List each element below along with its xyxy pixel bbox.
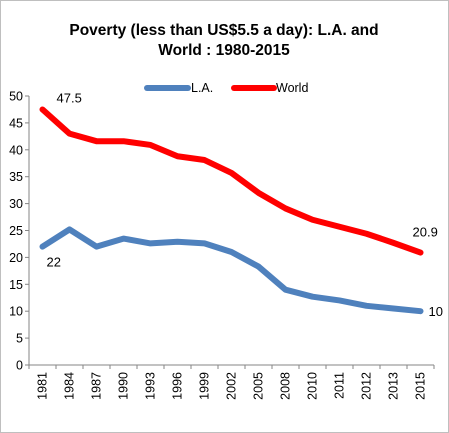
- y-tick-label: 5: [16, 332, 23, 346]
- x-tick-label: 1996: [171, 372, 185, 400]
- data-labels: 47.5 22 20.9 10: [47, 90, 443, 319]
- x-tick-label: 2015: [414, 372, 428, 400]
- legend-label-world: World: [276, 81, 308, 95]
- x-tick-label: 2005: [252, 372, 266, 400]
- data-label: 22: [47, 255, 61, 270]
- y-tick-label: 35: [9, 170, 23, 184]
- y-tick-label: 40: [9, 143, 23, 157]
- series-lines: [39, 106, 424, 315]
- chart-title-line-1: Poverty (less than US$5.5 a day): L.A. a…: [69, 22, 378, 39]
- x-tick-label: 2013: [387, 372, 401, 400]
- x-tick-label: 2002: [225, 372, 239, 400]
- series-line-la: [39, 226, 424, 315]
- y-tick-label: 20: [9, 251, 23, 265]
- legend-label-la: L.A.: [191, 81, 213, 95]
- y-axis-ticks: 0 5 10 15 20 25 30 35 40 45 50: [9, 90, 29, 373]
- legend: L.A. World: [144, 81, 308, 95]
- x-tick-label: 2011: [333, 372, 347, 399]
- series-line-world: [39, 106, 424, 256]
- y-tick-label: 50: [9, 90, 23, 104]
- y-tick-label: 45: [9, 116, 23, 130]
- data-label: 20.9: [413, 225, 438, 240]
- y-tick-label: 0: [16, 359, 23, 373]
- data-label: 10: [429, 304, 443, 319]
- y-tick-label: 15: [9, 278, 23, 292]
- x-tick-label: 1987: [90, 372, 104, 400]
- x-axis-ticks: 1981 1984 1987 1990 1993 1996 1999 2002 2005 2008…: [28, 365, 435, 400]
- x-tick-label: 2010: [306, 372, 320, 400]
- x-tick-label: 2008: [279, 372, 293, 400]
- y-tick-label: 25: [9, 224, 23, 238]
- x-tick-label: 1999: [198, 372, 212, 400]
- x-tick-label: 2012: [360, 372, 374, 400]
- x-tick-label: 1990: [117, 372, 131, 400]
- chart-title-line-2: World : 1980-2015: [158, 42, 290, 59]
- data-label: 47.5: [57, 90, 82, 105]
- x-tick-label: 1993: [144, 372, 158, 400]
- chart-title: Poverty (less than US$5.5 a day): L.A. a…: [69, 22, 378, 59]
- y-tick-label: 10: [9, 305, 23, 319]
- y-tick-label: 30: [9, 197, 23, 211]
- x-tick-label: 1984: [63, 372, 77, 400]
- x-tick-label: 1981: [36, 372, 50, 400]
